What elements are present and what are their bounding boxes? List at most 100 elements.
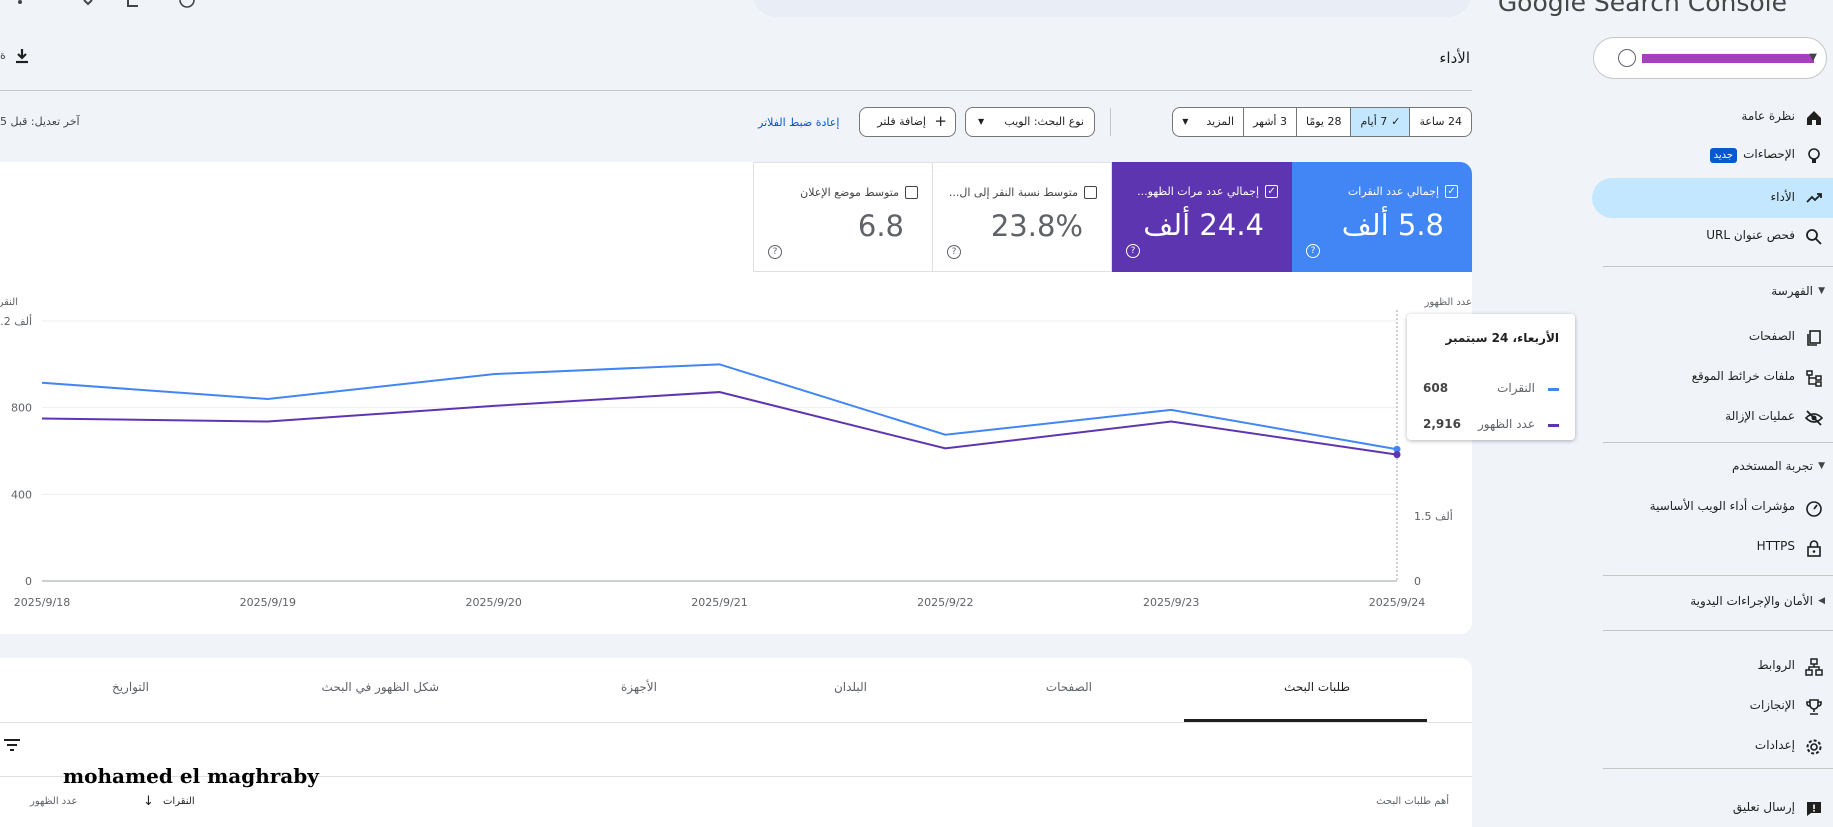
sidebar-item-label: عمليات الإزالة [1725, 409, 1795, 423]
sidebar-divider [1603, 442, 1833, 443]
chevron-down-icon: ▼ [1182, 117, 1189, 126]
sidebar-item-label: مؤشرات أداء الويب الأساسية [1649, 499, 1795, 513]
metric-card-impressions[interactable]: ✓ إجمالي عدد مرات الظهو... 24.4 ألف ? [1112, 162, 1292, 272]
date-range-24h[interactable]: 24 ساعة [1409, 108, 1471, 136]
sidebar-item-pages[interactable]: الصفحات [1592, 319, 1833, 357]
download-icon[interactable] [13, 47, 31, 65]
x-tick-label: 2025/9/19 [240, 596, 296, 609]
series-line-impressions [41, 391, 1398, 456]
property-selector[interactable]: ▼ [1593, 37, 1827, 79]
search-console-logo-icon [1457, 0, 1487, 8]
tab-search-appearance[interactable]: شكل الظهور في البحث [321, 680, 439, 694]
tooltip-date: الأربعاء، 24 سبتمبر [1445, 331, 1559, 345]
metric-value: 5.8 ألف [1341, 208, 1444, 242]
export-label-cut: ة [0, 49, 6, 62]
sidebar-item-label: إرسال تعليق [1732, 800, 1795, 814]
sidebar-section-experience[interactable]: ▼ تجربة المستخدم [1592, 452, 1833, 482]
column-header-impressions[interactable]: عدد الظهور [30, 796, 78, 807]
sidebar-item-feedback[interactable]: إرسال تعليق [1592, 790, 1833, 827]
sidebar-section-security[interactable]: ◀ الأمان والإجراءات اليدوية [1592, 587, 1833, 617]
metric-card-position[interactable]: متوسط موضع الإعلان 6.8 ? [753, 162, 933, 272]
tab-dates[interactable]: التواريخ [111, 680, 149, 694]
sidebar-item-performance[interactable]: الأداء [1592, 178, 1833, 218]
date-range-more[interactable]: المزيد ▼ [1173, 108, 1243, 136]
feedback-icon [1807, 802, 1821, 816]
checkbox-unchecked-icon[interactable] [1084, 186, 1097, 199]
sidebar-item-overview[interactable]: نظرة عامة [1592, 99, 1833, 137]
section-title: الأمان والإجراءات اليدوية [1690, 594, 1813, 608]
help-icon [83, 0, 93, 6]
caret-left-icon: ◀ [1818, 596, 1825, 606]
sidebar-item-label: HTTPS [1756, 539, 1795, 553]
date-range-selector[interactable]: 24 ساعة ✓ 7 أيام 28 يومًا 3 أشهر المزيد ▼ [1172, 107, 1472, 137]
sidebar-item-sitemaps[interactable]: ملفات خرائط الموقع [1592, 359, 1833, 397]
lightbulb-icon [1808, 148, 1820, 163]
help-icon[interactable]: ? [947, 245, 961, 259]
help-icon[interactable]: ? [1126, 244, 1140, 258]
tab-countries[interactable]: البلدان [833, 680, 867, 694]
gear-icon [1806, 739, 1822, 755]
x-tick-label: 2025/9/24 [1369, 596, 1425, 609]
date-range-3m[interactable]: 3 أشهر [1243, 108, 1296, 136]
checkbox-checked-icon[interactable]: ✓ [1265, 185, 1278, 198]
y-tick-label-right: 1.5 ألف [1414, 509, 1453, 523]
property-name-redacted [1642, 54, 1814, 63]
sidebar-item-url-inspection[interactable]: فحص عنوان URL [1592, 218, 1833, 256]
performance-line-chart[interactable]: 0 400 800 1.2 ألف 0 1.5 ألف 2025/9/18 2025/9/19… [0, 300, 1470, 620]
sidebar-section-indexing[interactable]: ▼ الفهرسة [1592, 277, 1833, 307]
sidebar-item-label: الإحصاءات [1743, 147, 1795, 161]
reset-filters-link[interactable]: إعادة ضبط الفلاتر [758, 116, 840, 129]
search-type-chip[interactable]: نوع البحث: الويب ▼ [965, 107, 1095, 137]
column-header-clicks[interactable]: النقرات [163, 796, 195, 807]
arrow-down-icon[interactable]: ↓ [143, 794, 154, 809]
sidebar-item-https[interactable]: HTTPS [1592, 529, 1833, 567]
sidebar-item-label: الإنجازات [1749, 698, 1795, 712]
search-icon [1806, 229, 1822, 245]
checkbox-unchecked-icon[interactable] [905, 186, 918, 199]
sidebar-item-label: فحص عنوان URL [1706, 228, 1795, 242]
add-filter-button[interactable]: + إضافة فلتر [859, 107, 956, 137]
sidebar-item-removals[interactable]: عمليات الإزالة [1592, 399, 1833, 437]
help-icon[interactable]: ? [1306, 244, 1320, 258]
apps-icon [18, 0, 22, 4]
globe-icon [1618, 49, 1636, 67]
pages-icon [1807, 330, 1821, 346]
check-icon: ✓ [1391, 115, 1401, 128]
filter-list-icon[interactable] [3, 738, 21, 752]
sidebar-item-links[interactable]: الروابط [1592, 648, 1833, 686]
watermark-text: mohamed el maghraby [63, 764, 319, 788]
metric-card-ctr[interactable]: متوسط نسبة النقر إلى ال... 23.8% ? [932, 162, 1112, 272]
tooltip-row-clicks: النقرات 608 [1423, 380, 1559, 398]
trophy-icon [1806, 699, 1822, 715]
top-toolbar-icons [18, 0, 195, 8]
sidebar-divider [1603, 575, 1833, 576]
sidebar-item-label: الأداء [1770, 190, 1796, 204]
x-tick-label: 2025/9/18 [14, 596, 70, 609]
tooltip-row-impressions: عدد الظهور 2,916 [1423, 416, 1559, 434]
tab-devices[interactable]: الأجهزة [620, 680, 657, 694]
help-icon[interactable]: ? [768, 245, 782, 259]
last-update-text: آخر تعديل: قبل 5 [0, 115, 80, 128]
sidebar-item-insights[interactable]: الإحصاءات جديد [1592, 137, 1833, 175]
date-range-28d[interactable]: 28 يومًا [1295, 108, 1350, 136]
x-tick-label: 2025/9/23 [1143, 596, 1199, 609]
metric-card-clicks[interactable]: ✓ إجمالي عدد النقرات 5.8 ألف ? [1292, 162, 1472, 272]
date-range-7d[interactable]: ✓ 7 أيام [1350, 108, 1410, 136]
search-bar[interactable] [752, 0, 1472, 17]
account-icon [179, 0, 195, 8]
sidebar-item-settings[interactable]: إعدادات [1592, 728, 1833, 766]
links-icon [1805, 658, 1823, 676]
sidebar-item-label: إعدادات [1754, 738, 1795, 752]
sidebar-item-label: نظرة عامة [1741, 109, 1795, 123]
sidebar-item-core-web-vitals[interactable]: مؤشرات أداء الويب الأساسية [1592, 489, 1833, 527]
column-header-query[interactable]: أهم طلبات البحث [1376, 796, 1449, 807]
sidebar-item-label: الروابط [1757, 658, 1795, 672]
sidebar-item-achievements[interactable]: الإنجازات [1592, 688, 1833, 726]
tab-pages[interactable]: الصفحات [1045, 680, 1092, 694]
series-line-clicks [41, 363, 1398, 451]
checkbox-checked-icon[interactable]: ✓ [1445, 185, 1458, 198]
y-tick-label-left: 800 [11, 402, 32, 415]
x-tick-label: 2025/9/22 [917, 596, 973, 609]
tabs-divider [0, 722, 1472, 723]
tab-queries[interactable]: طلبات البحث [1283, 680, 1350, 694]
